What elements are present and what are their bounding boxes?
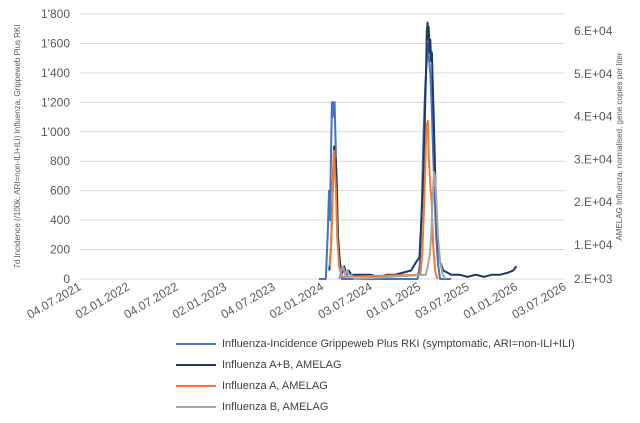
y-left-tick-label: 0 [63, 272, 70, 286]
y-left-tick-label: 400 [50, 213, 70, 227]
y-left-tick-label: 1'600 [41, 36, 70, 50]
x-tick-label: 04.07.2021 [24, 279, 83, 321]
x-tick-label: 01.01.2026 [461, 279, 520, 321]
y-left-tick-label: 600 [50, 184, 70, 198]
x-tick-label: 04.07.2023 [218, 279, 277, 321]
y-left-tick-label: 1'400 [41, 66, 70, 80]
x-tick-label: 02.01.2023 [170, 279, 229, 321]
y-left-tick-label: 1'000 [41, 125, 70, 139]
y-left-tick-label: 200 [50, 243, 70, 257]
legend: Influenza-Incidence Grippeweb Plus RKI (… [176, 333, 575, 417]
legend-label: Influenza A, AMELAG [222, 379, 328, 392]
legend-item: Influenza A, AMELAG [176, 375, 575, 396]
y-left-axis-title: 7d Incidence (/100k, ARI=non-ILI+ILI) In… [13, 24, 22, 268]
legend-swatch [176, 384, 216, 387]
legend-swatch [176, 342, 216, 345]
legend-swatch [176, 363, 216, 366]
x-tick-label: 03.07.2026 [509, 279, 568, 321]
y-right-tick-label: 4.E+04 [574, 110, 613, 124]
y-left-tick-label: 1'200 [41, 95, 70, 109]
legend-item: Influenza-Incidence Grippeweb Plus RKI (… [176, 333, 575, 354]
series-line-1 [318, 42, 451, 280]
legend-label: Influenza A+B, AMELAG [222, 358, 342, 371]
y-right-tick-label: 1.E+04 [574, 238, 613, 252]
y-right-tick-label: 3.E+04 [574, 152, 613, 166]
legend-label: Influenza B, AMELAG [222, 400, 329, 413]
legend-item: Influenza B, AMELAG [176, 396, 575, 417]
series-line-3 [328, 119, 439, 280]
y-right-tick-label: 6.E+04 [574, 24, 613, 38]
legend-label: Influenza-Incidence Grippeweb Plus RKI (… [222, 337, 575, 350]
x-tick-label: 02.01.2022 [73, 279, 132, 321]
y-left-tick-label: 1'800 [41, 7, 70, 21]
y-right-tick-label: 2.E+04 [574, 195, 613, 209]
x-tick-label: 01.01.2025 [364, 279, 423, 321]
x-tick-label: 04.07.2022 [121, 279, 180, 321]
y-left-tick-label: 800 [50, 154, 70, 168]
legend-item: Influenza A+B, AMELAG [176, 354, 575, 375]
y-right-tick-label: 2.E+03 [574, 272, 613, 286]
x-tick-label: 02.01.2024 [267, 279, 326, 321]
legend-swatch [176, 405, 216, 408]
y-right-axis-title: AMELAG Influenza, normalised, gene copie… [615, 52, 624, 240]
y-right-tick-label: 5.E+04 [574, 67, 613, 81]
x-tick-label: 03.07.2024 [315, 279, 374, 321]
x-tick-label: 03.07.2025 [412, 279, 471, 321]
series-line-4 [338, 171, 447, 280]
